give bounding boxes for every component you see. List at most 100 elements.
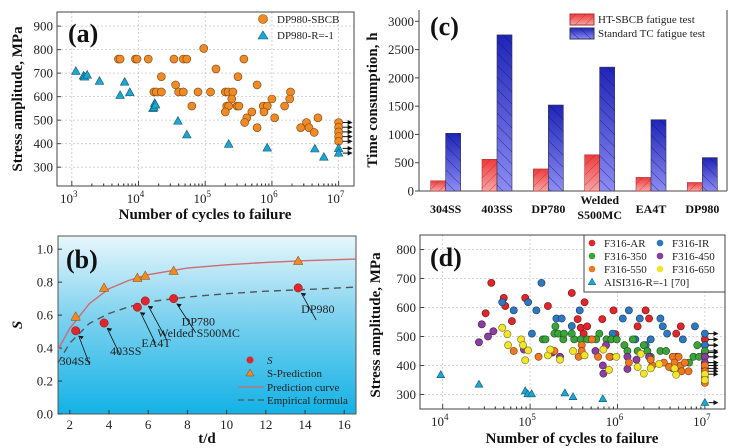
- x-tick-exponent: 5: [531, 412, 536, 422]
- x-tick-label: 104: [127, 189, 145, 206]
- legend-label-empirical-formula: Empirical formula: [267, 395, 348, 407]
- data-point-circle: [199, 44, 209, 53]
- x-axis-label: Number of cycles to failure: [486, 431, 659, 447]
- x-tick-exponent: 3: [73, 189, 78, 199]
- y-tick-label: 2500: [388, 42, 414, 57]
- data-point-circle: [560, 329, 568, 338]
- legend-box: [583, 234, 726, 293]
- data-point-circle: [211, 64, 221, 74]
- y-axis-ticks: 300 400 500 600 700 800 900: [34, 19, 61, 175]
- legend-marker: [656, 239, 664, 247]
- data-point-circle: [220, 107, 230, 117]
- x-tick-label: 105: [193, 189, 211, 206]
- data-point-triangle: [223, 139, 234, 148]
- chart-b: 0.0 0.2 0.4 0.6 0.8 1.0 2 4 6 8 10 12 14 16 304SS 403…: [10, 235, 357, 447]
- data-point-triangle: [182, 129, 192, 139]
- data-point-circle: [240, 118, 249, 127]
- bar-hatch: [497, 34, 512, 192]
- y-tick-label: 1500: [388, 99, 414, 114]
- data-point-circle: [171, 80, 180, 90]
- data-point-circle: [674, 352, 683, 361]
- legend-label: F316-IR: [672, 238, 710, 250]
- data-point-circle: [599, 345, 608, 354]
- data-point-circle: [567, 322, 576, 330]
- data-point-circle: [676, 322, 685, 331]
- data-point-circle: [605, 365, 613, 374]
- data-point-s: [140, 296, 150, 306]
- category-label: 304SS: [430, 202, 462, 216]
- legend-label: F316-550: [604, 264, 647, 276]
- data-point-triangle: [436, 370, 446, 378]
- data-point-circle: [618, 314, 627, 323]
- legend-label: F316-450: [672, 251, 715, 263]
- data-point-circle: [528, 329, 536, 338]
- data-point-circle: [580, 351, 589, 360]
- panel-label: (b): [66, 245, 98, 274]
- data-point-circle: [567, 289, 576, 297]
- data-point-circle: [508, 317, 516, 326]
- legend-marker: [587, 277, 597, 286]
- x-tick-label: 107: [327, 189, 345, 206]
- y-axis-label: Stress amplitude, MPa: [10, 26, 26, 172]
- x-axis-ticks: 2 4 6 8 10 12 14 16: [67, 410, 351, 432]
- x-tick-label: 104: [431, 412, 449, 429]
- data-point-circle: [678, 335, 687, 344]
- x-axis-label: t/d: [198, 431, 216, 447]
- y-tick-label: 600: [34, 89, 54, 104]
- data-point-triangle: [82, 69, 92, 79]
- data-point-circle: [489, 327, 498, 336]
- data-point-circle: [252, 123, 262, 132]
- data-point-circle: [573, 315, 582, 323]
- x-tick-exponent: 7: [340, 189, 345, 199]
- bar-hatch: [599, 67, 615, 191]
- legend-label-prediction-curve: Prediction curve: [267, 382, 340, 394]
- data-point-circle: [583, 322, 592, 331]
- data-point-circle: [286, 87, 295, 97]
- y-tick-label: 600: [397, 300, 417, 315]
- chart-a: 300 400 500 600 700 800 900 103 104 105 106 107 (a…: [10, 11, 355, 223]
- y-tick-label: 800: [397, 242, 417, 257]
- data-point-s-prediction: [132, 272, 143, 282]
- data-point-circle: [498, 323, 507, 332]
- data-point-circle: [662, 347, 670, 355]
- data-point-circle: [635, 314, 644, 323]
- data-point-circle: [567, 329, 576, 338]
- legend: DP980-SBCB DP980-R=-1: [257, 14, 339, 42]
- data-point-circle: [484, 332, 492, 341]
- data-point-circle: [624, 306, 633, 315]
- data-point-s-prediction: [98, 282, 110, 292]
- data-point-circle: [557, 314, 566, 323]
- annotation-arrowhead: [148, 305, 154, 310]
- data-point-circle: [521, 356, 530, 365]
- data-point-circle: [143, 54, 153, 64]
- x-tick-exponent: 4: [444, 412, 449, 422]
- data-point-triangle: [568, 392, 578, 400]
- data-point-circle: [612, 335, 621, 344]
- annotation-label: DP980: [301, 302, 334, 316]
- annotation-label: 304SS: [60, 354, 91, 368]
- data-point-triangle: [262, 142, 272, 152]
- data-point-triangle: [119, 76, 130, 86]
- x-tick-label: 106: [606, 412, 624, 429]
- data-point-circle: [532, 306, 541, 315]
- data-point-circle: [645, 314, 653, 323]
- data-point-s: [132, 302, 142, 312]
- legend-label-s: S: [267, 355, 273, 367]
- x-axis-ticks: 103 104 105 106 107: [60, 181, 345, 206]
- legend-marker: [656, 252, 664, 260]
- x-tick-label: 10: [220, 417, 233, 432]
- prediction-curve: [57, 258, 357, 351]
- data-point-circle: [206, 87, 215, 97]
- bar-hatch: [430, 180, 446, 191]
- data-point-triangle: [310, 143, 320, 153]
- data-point-circle: [481, 309, 490, 318]
- annotation-label: Welded S500MC: [157, 326, 240, 340]
- data-point-circle: [169, 54, 179, 64]
- annotation-arrow: [300, 292, 317, 321]
- panel-label: (a): [68, 19, 98, 48]
- y-axis-ticks: 0 500 1000 1500 2000 2500 3000: [388, 14, 419, 199]
- data-point-circle: [537, 278, 546, 287]
- annotation-label: DP780: [182, 315, 215, 329]
- x-tick-label: 107: [693, 412, 711, 429]
